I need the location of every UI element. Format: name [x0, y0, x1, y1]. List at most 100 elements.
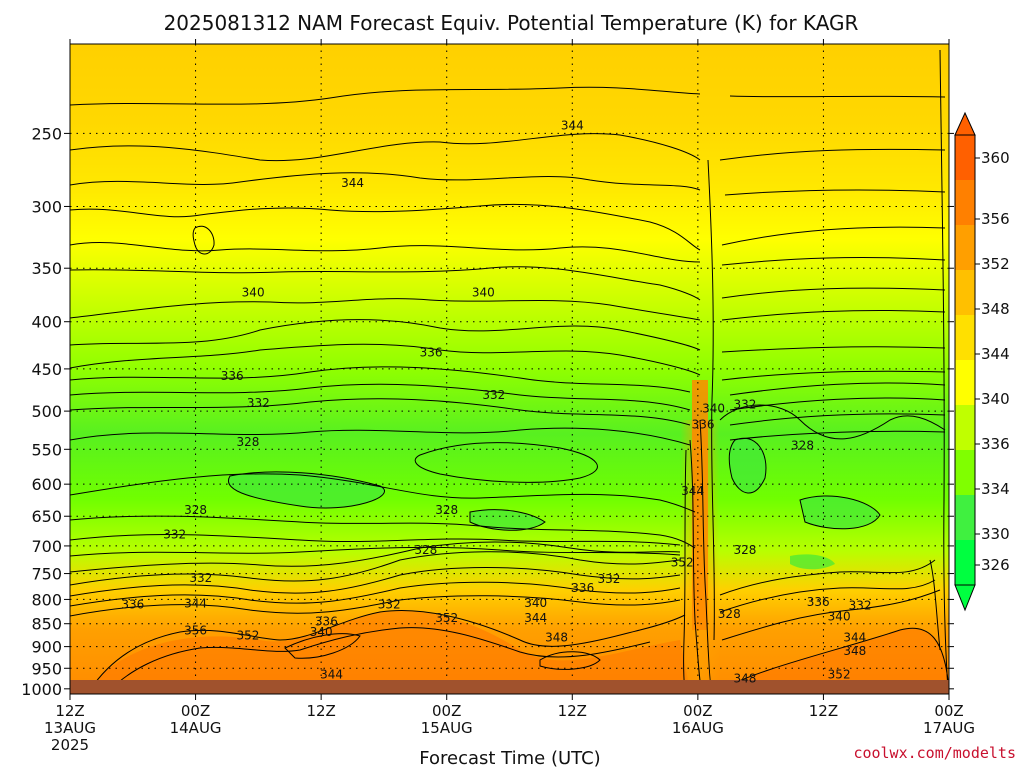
field-region-high: [100, 610, 690, 690]
colorbar-tick-label: 352: [981, 255, 1010, 273]
x-tick-label: 17AUG: [923, 719, 975, 737]
contour-label: 340: [242, 286, 265, 300]
y-tick-label: 450: [31, 360, 62, 379]
contour-line: [719, 579, 936, 613]
y-tick-label: 400: [31, 313, 62, 332]
contour-line: [70, 541, 681, 573]
contour-label: 336: [571, 581, 594, 595]
contour-label: 332: [849, 598, 872, 612]
contour-line: [70, 595, 681, 617]
contour-label: 356: [184, 624, 207, 638]
contour-label: 336: [315, 614, 338, 628]
x-tick-label: 2025: [51, 736, 89, 754]
contour-line: [70, 319, 946, 353]
y-tick-label: 600: [31, 475, 62, 494]
colorbar-segment: [955, 135, 975, 180]
contour-label: 352: [828, 668, 851, 682]
colorbar-segment: [955, 540, 975, 585]
colorbar-tick-label: 356: [981, 210, 1010, 228]
y-tick-label: 850: [31, 615, 62, 634]
contour-label: 336: [121, 597, 144, 611]
contour-line: [70, 473, 696, 513]
contour-line: [70, 172, 946, 196]
contour-line: [539, 651, 601, 670]
colorbar-segment: [955, 360, 975, 405]
x-tick-label: 12Z: [809, 702, 838, 720]
colorbar-arrow-top: [954, 111, 976, 136]
colorbar-tick-label: 334: [981, 480, 1010, 498]
contour-label: 332: [247, 396, 270, 410]
x-tick-label: 13AUG: [44, 719, 96, 737]
contour-line: [192, 225, 215, 255]
contour-label: 340: [702, 402, 725, 416]
contour-line: [728, 437, 767, 494]
contour-line: [719, 627, 949, 691]
y-tick-label: 500: [31, 402, 62, 421]
colorbar-segment: [955, 495, 975, 540]
y-tick-label: 950: [31, 659, 62, 678]
contour-label: 328: [236, 435, 259, 449]
colorbar-tick-label: 360: [981, 149, 1010, 167]
contour-line: [799, 495, 881, 530]
plot-area: [70, 44, 949, 694]
colorbar-segment: [955, 450, 975, 495]
colorbar-segment: [955, 405, 975, 450]
contour-line: [70, 534, 681, 546]
x-tick-label: 15AUG: [421, 719, 473, 737]
colorbar-tick-label: 326: [981, 556, 1010, 574]
contour-line: [70, 133, 946, 162]
contour-label: 328: [435, 503, 458, 517]
contour-label: 332: [163, 527, 186, 541]
colorbar-tick-label: 344: [981, 345, 1010, 363]
contour-line: [70, 383, 946, 411]
contour-label: 332: [733, 398, 756, 412]
contour-label: 344: [561, 118, 584, 132]
x-tick-label: 16AUG: [672, 719, 724, 737]
y-tick-label: 900: [31, 638, 62, 657]
contour-line: [70, 546, 681, 557]
contour-label: 344: [681, 484, 704, 498]
colorbar-tick-label: 340: [981, 390, 1010, 408]
ground-bar: [70, 680, 949, 694]
contour-label: 352: [435, 611, 458, 625]
y-axis: 250 300 350 400 450 500 550 600 650 700 750 800 850 9…: [21, 124, 954, 699]
contour-label: 332: [597, 572, 620, 586]
contour-label: 352: [236, 628, 259, 642]
contour-label: 340: [828, 610, 851, 624]
contour-label: 332: [482, 388, 505, 402]
contour-label: 332: [189, 571, 212, 585]
contour-label: 328: [718, 607, 741, 621]
field-region-low: [800, 495, 880, 529]
contour-line: [70, 515, 696, 549]
contour-line: [70, 427, 946, 446]
x-tick-label: 12Z: [55, 702, 84, 720]
contour-label: 344: [320, 668, 343, 682]
contour-line: [469, 509, 546, 531]
contour-label: 328: [184, 503, 207, 517]
contour-line: [699, 419, 713, 691]
contour-label: 328: [791, 439, 814, 453]
contour-line: [70, 551, 681, 586]
field-region-high: [720, 628, 949, 690]
x-tick-label: 00Z: [181, 702, 210, 720]
contour-label: 348: [843, 644, 866, 658]
colorbar-arrow-bottom: [954, 584, 976, 612]
contour-line: [70, 567, 681, 597]
field-region-low: [729, 438, 766, 494]
contour-label: 336: [692, 418, 715, 432]
y-tick-label: 550: [31, 440, 62, 459]
contour-label: 332: [378, 597, 401, 611]
contour-line: [70, 203, 946, 251]
y-tick-label: 700: [31, 537, 62, 556]
contour-line: [721, 589, 941, 641]
colorbar-tick-label: 336: [981, 435, 1010, 453]
contour-line: [414, 442, 598, 483]
contour-label: 328: [414, 543, 437, 557]
colorbar: 326 330 334 336 340 344 348 352 356 360: [954, 111, 1010, 612]
contour-label: 348: [545, 631, 568, 645]
contour-line: [70, 366, 946, 396]
y-tick-label: 300: [31, 197, 62, 216]
contour-line: [689, 439, 703, 691]
